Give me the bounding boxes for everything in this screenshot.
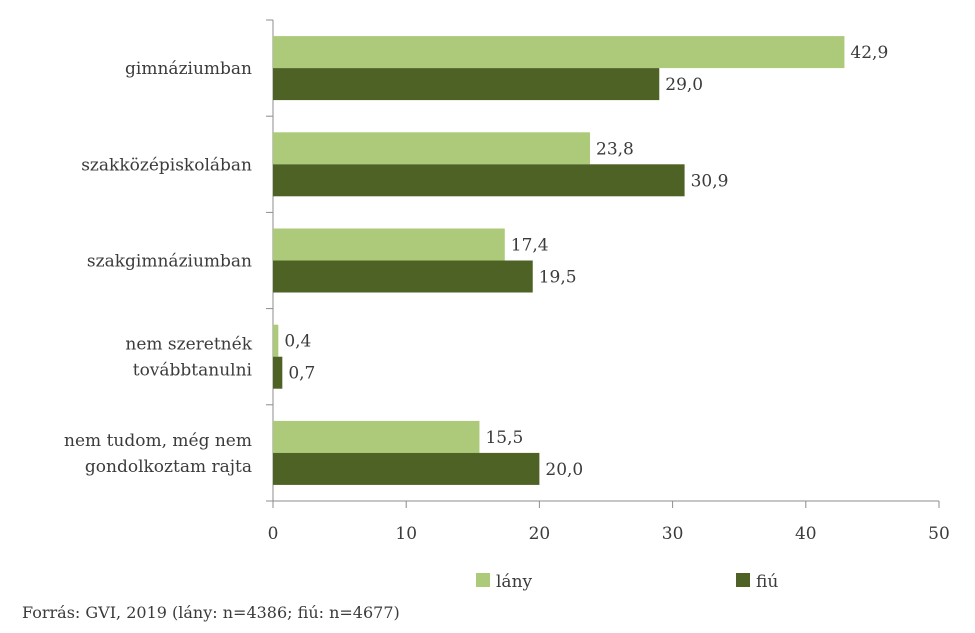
legend-swatch-fiú xyxy=(736,573,750,587)
x-tick-label: 30 xyxy=(662,524,684,544)
x-tick-label: 10 xyxy=(395,524,417,544)
category-label: nem szeretnék xyxy=(125,335,252,355)
data-label: 0,7 xyxy=(288,364,315,384)
bar-lány xyxy=(273,420,480,453)
x-tick-label: 40 xyxy=(795,524,817,544)
bar-fiú xyxy=(273,452,540,485)
legend-label: fiú xyxy=(756,572,778,592)
bar-lány xyxy=(273,228,505,261)
bar-fiú xyxy=(273,260,533,293)
legend-swatch-lány xyxy=(476,573,490,587)
bar-fiú xyxy=(273,356,283,389)
bar-lány xyxy=(273,132,591,165)
category-label: gondolkoztam rajta xyxy=(85,457,252,477)
bar-fiú xyxy=(273,164,685,197)
x-tick-label: 0 xyxy=(268,524,279,544)
bar-lány xyxy=(273,36,845,69)
data-label: 42,9 xyxy=(850,43,888,63)
category-label: gimnáziumban xyxy=(125,59,252,79)
data-label: 15,5 xyxy=(485,428,523,448)
data-label: 0,4 xyxy=(284,332,311,352)
category-label: szakközépiskolában xyxy=(81,155,252,175)
source-note: Forrás: GVI, 2019 (lány: n=4386; fiú: n=… xyxy=(22,603,400,622)
x-tick-label: 20 xyxy=(529,524,551,544)
data-label: 29,0 xyxy=(665,75,703,95)
legend-label: lány xyxy=(496,572,533,592)
data-label: 20,0 xyxy=(545,460,583,480)
bar-fiú xyxy=(273,68,660,101)
category-label: továbbtanulni xyxy=(133,361,253,381)
data-label: 19,5 xyxy=(539,268,577,288)
category-label: szakgimnáziumban xyxy=(87,252,252,272)
data-label: 23,8 xyxy=(596,139,634,159)
data-label: 17,4 xyxy=(511,236,549,256)
x-tick-label: 50 xyxy=(928,524,950,544)
bar-lány xyxy=(273,324,279,357)
category-label: nem tudom, még nem xyxy=(64,431,252,451)
data-label: 30,9 xyxy=(691,171,729,191)
